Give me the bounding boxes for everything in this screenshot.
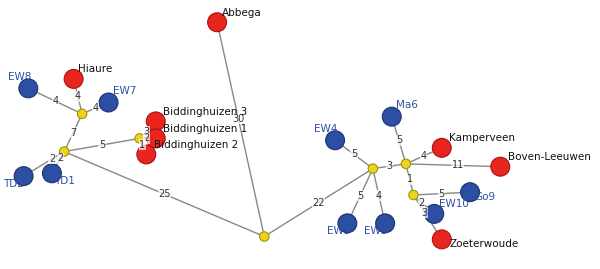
Circle shape — [19, 79, 38, 98]
Text: 11: 11 — [452, 160, 464, 171]
Circle shape — [135, 134, 145, 143]
Text: 3: 3 — [143, 127, 149, 137]
Text: Hiaure: Hiaure — [79, 65, 113, 75]
Text: 4: 4 — [52, 96, 58, 106]
Circle shape — [368, 164, 377, 173]
Circle shape — [77, 109, 87, 119]
Circle shape — [14, 167, 33, 186]
Text: 5: 5 — [357, 191, 363, 201]
Circle shape — [382, 107, 401, 126]
Text: 4: 4 — [75, 91, 81, 101]
Text: 1: 1 — [407, 174, 413, 185]
Text: 4: 4 — [421, 151, 427, 161]
Text: Go9: Go9 — [475, 192, 496, 202]
Text: Biddinghuizen 1: Biddinghuizen 1 — [163, 124, 248, 134]
Text: EW7: EW7 — [113, 86, 137, 96]
Circle shape — [99, 93, 118, 112]
Circle shape — [43, 164, 61, 183]
Text: TD2: TD2 — [3, 179, 24, 189]
Circle shape — [461, 183, 479, 202]
Circle shape — [338, 214, 357, 233]
Text: 4: 4 — [376, 191, 382, 201]
Text: EW10: EW10 — [439, 199, 469, 210]
Text: 7: 7 — [70, 128, 76, 138]
Text: 30: 30 — [232, 114, 244, 124]
Circle shape — [208, 13, 227, 32]
Text: 5: 5 — [99, 140, 105, 150]
Circle shape — [146, 112, 165, 131]
Text: 25: 25 — [158, 189, 170, 199]
Text: 3: 3 — [386, 161, 392, 171]
Text: 2: 2 — [49, 154, 55, 164]
Text: TD1: TD1 — [54, 176, 74, 186]
Text: Biddinghuizen 3: Biddinghuizen 3 — [163, 107, 248, 117]
Text: Boven-Leeuwen: Boven-Leeuwen — [508, 152, 591, 162]
Circle shape — [401, 159, 410, 169]
Text: 3: 3 — [422, 208, 428, 218]
Circle shape — [64, 69, 83, 88]
Text: 2: 2 — [58, 153, 64, 163]
Circle shape — [409, 190, 418, 200]
Circle shape — [433, 138, 451, 157]
Text: 2: 2 — [419, 197, 425, 208]
Text: 4: 4 — [92, 103, 98, 113]
Text: EW3: EW3 — [326, 226, 350, 236]
Text: Abbega: Abbega — [222, 8, 262, 18]
Circle shape — [491, 157, 510, 176]
Text: 5: 5 — [351, 149, 357, 160]
Text: Kamperveen: Kamperveen — [449, 133, 515, 143]
Text: Ma6: Ma6 — [397, 100, 418, 110]
Text: 5: 5 — [395, 135, 402, 145]
Circle shape — [376, 214, 395, 233]
Text: Biddinghuizen 2: Biddinghuizen 2 — [154, 140, 238, 150]
Text: EW8: EW8 — [8, 72, 31, 82]
Circle shape — [59, 147, 69, 156]
Circle shape — [146, 129, 165, 148]
Text: 2: 2 — [143, 133, 149, 143]
Text: 1: 1 — [139, 140, 145, 150]
Text: 5: 5 — [439, 189, 445, 199]
Text: EW5: EW5 — [364, 226, 388, 236]
Text: EW4: EW4 — [314, 124, 338, 134]
Circle shape — [137, 145, 156, 164]
Circle shape — [260, 232, 269, 241]
Text: Zoeterwoude: Zoeterwoude — [449, 239, 518, 249]
Circle shape — [425, 204, 443, 223]
Circle shape — [433, 230, 451, 249]
Text: 22: 22 — [313, 197, 325, 208]
Circle shape — [326, 131, 344, 150]
